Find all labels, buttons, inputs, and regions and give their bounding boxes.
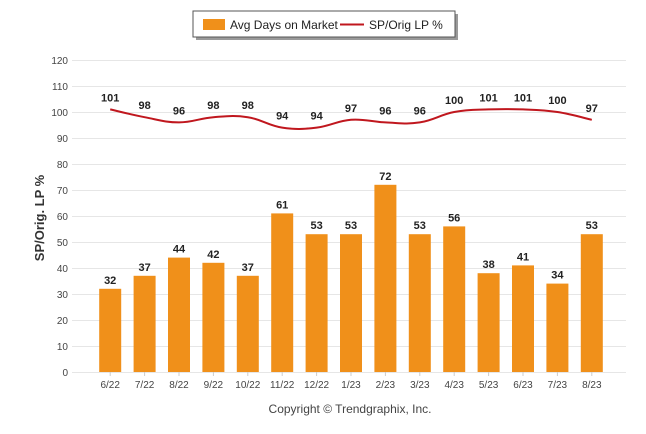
line-series [109,108,593,130]
x-tick-label: 8/23 [582,380,602,391]
y-tick-label: 110 [52,82,68,93]
line-value-label: 94 [310,111,323,123]
y-tick-label: 30 [57,290,69,301]
x-tick-label: 11/22 [270,380,295,391]
line-value-label: 97 [345,103,357,115]
bar [374,184,397,372]
bar [512,265,534,372]
y-tick-label: 20 [57,316,69,327]
x-tick-label: 7/22 [135,380,155,391]
x-tick-label: 7/23 [548,380,568,391]
x-tick-label: 9/22 [204,380,224,391]
x-tick-label: 2/23 [376,380,396,391]
bar-value-label: 34 [551,270,564,282]
legend-label-line: SP/Orig LP % [369,18,443,32]
line-value-label: 96 [173,105,185,117]
line-value-label: 100 [548,95,566,107]
legend-label-bar: Avg Days on Market [230,18,338,32]
line-value-label: 97 [586,103,598,115]
bar [408,234,431,372]
bar-value-label: 56 [448,212,460,224]
bar-value-label: 44 [173,244,186,256]
bar [477,273,500,372]
legend-swatch-bar [203,19,225,30]
y-tick-label: 40 [57,264,69,275]
y-tick-label: 50 [57,238,69,249]
y-tick-label: 0 [62,368,68,379]
y-tick-label: 70 [57,186,69,197]
line-value-label: 98 [242,100,254,112]
x-tick-label: 4/23 [444,380,464,391]
legend-box [192,10,456,38]
x-tick-label: 6/22 [100,380,120,391]
line-series-path [109,108,593,130]
y-tick-label: 10 [57,342,69,353]
bar-value-label: 72 [379,171,391,183]
bar [546,283,569,372]
bar [133,275,156,372]
bar-value-label: 53 [345,220,357,232]
bar-value-label: 32 [104,275,116,287]
line-value-label: 98 [207,100,219,112]
x-tick-label: 3/23 [410,380,430,391]
y-tick-label: 60 [57,212,69,223]
bar-value-label: 37 [138,262,150,274]
x-tick-label: 10/22 [235,380,260,391]
y-tick-label: 80 [57,160,69,171]
data-labels: 32 37 44 42 37 61 53 53 72 53 56 38 41 34 53 101 98 96 98 9… [101,92,598,286]
bar [236,275,259,372]
line-value-label: 101 [479,92,497,104]
bar [99,288,122,372]
y-axis-ticks: 0 10 20 30 40 50 60 70 80 90 100 110 120 [51,56,68,379]
bar [168,257,190,372]
y-tick-label: 90 [57,134,69,145]
y-tick-label: 100 [51,108,68,119]
line-value-label: 98 [138,100,150,112]
x-tick-label: 6/23 [513,380,533,391]
line-value-label: 96 [379,105,391,117]
x-tick-label: 1/23 [341,380,361,391]
x-axis-ticks: 6/22 7/22 8/22 9/22 10/22 11/22 12/22 1/23 2/23 3… [100,372,602,391]
bar-value-label: 41 [517,251,529,263]
bar-value-label: 37 [242,262,254,274]
copyright-text: Copyright © Trendgraphix, Inc. [269,402,432,416]
line-value-label: 96 [414,105,426,117]
bar [340,234,362,372]
bar [271,213,294,372]
bar-value-label: 42 [207,249,219,261]
bar-value-label: 53 [586,220,598,232]
x-tick-label: 8/22 [169,380,189,391]
line-value-label: 94 [276,111,289,123]
y-axis-title: SP/Orig. LP % [32,174,47,261]
bar [202,262,225,372]
bar-value-label: 53 [414,220,426,232]
y-tick-label: 120 [51,56,68,67]
bar [305,234,328,372]
bar-series [99,184,603,372]
bar [443,226,466,372]
bar-value-label: 61 [276,199,288,211]
x-tick-label: 5/23 [479,380,499,391]
legend: Avg Days on Market SP/Orig LP % [192,10,458,40]
line-value-label: 101 [514,92,532,104]
line-value-label: 101 [101,92,119,104]
x-tick-label: 12/22 [304,380,329,391]
bar-value-label: 38 [482,259,494,271]
bar [580,234,603,372]
line-value-label: 100 [445,95,463,107]
bar-value-label: 53 [310,220,322,232]
